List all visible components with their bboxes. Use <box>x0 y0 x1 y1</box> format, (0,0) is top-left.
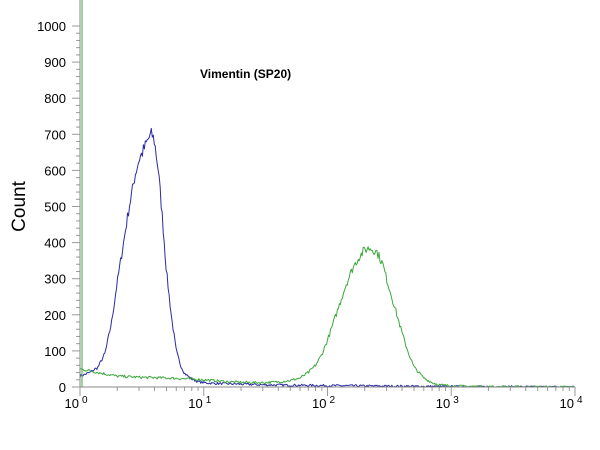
y-tick-label: 1000 <box>37 19 66 34</box>
y-tick-label: 200 <box>44 308 66 323</box>
x-tick-label: 10 2 <box>312 395 335 411</box>
x-tick-label: 10 3 <box>436 395 459 411</box>
x-axis-ticks: 10 0 10 1 10 2 10 3 10 4 <box>64 387 583 411</box>
y-axis-label: Count <box>9 180 30 231</box>
x-tick-label: 10 0 <box>64 395 87 411</box>
y-tick-label: 800 <box>44 91 66 106</box>
y-tick-label: 400 <box>44 236 66 251</box>
y-tick-label: 900 <box>44 55 66 70</box>
series-layer <box>79 127 576 388</box>
x-tick-label: 10 1 <box>188 395 211 411</box>
y-tick-label: 300 <box>44 272 66 287</box>
y-tick-label: 100 <box>44 344 66 359</box>
y-tick-label: 600 <box>44 163 66 178</box>
x-tick-label: 10 4 <box>559 395 582 411</box>
series-line-1 <box>79 127 576 388</box>
y-tick-label: 700 <box>44 127 66 142</box>
chart-annotation: Vimentin (SP20) <box>200 67 291 81</box>
series-line-2 <box>79 246 576 388</box>
y-axis-ticks: 0 100 200 300 400 500 600 700 800 900 1000 <box>37 19 80 395</box>
y-tick-label: 500 <box>44 200 66 215</box>
y-tick-label: 0 <box>59 380 66 395</box>
